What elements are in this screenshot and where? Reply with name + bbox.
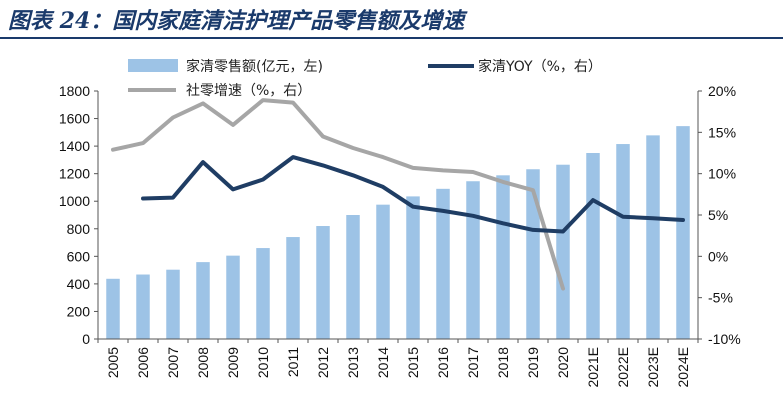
title-underline <box>0 37 783 39</box>
bar-2024E <box>676 126 690 339</box>
y-right-tick-label: 20% <box>708 83 736 99</box>
bar-2011 <box>286 237 300 339</box>
y-left-tick-label: 1600 <box>59 111 90 127</box>
bar-2008 <box>196 262 210 339</box>
y-right-tick-label: 15% <box>708 124 736 140</box>
x-tick-label: 2013 <box>345 347 361 378</box>
x-tick-label: 2010 <box>255 347 271 378</box>
y-right-tick-label: -10% <box>708 331 741 347</box>
bar-2014 <box>376 204 390 339</box>
x-tick-label: 2007 <box>165 347 181 378</box>
bar-2010 <box>256 248 270 339</box>
y-left-tick-label: 400 <box>67 276 91 292</box>
x-tick-label: 2014 <box>375 347 391 378</box>
y-right-tick-label: 10% <box>708 166 736 182</box>
y-left-tick-label: 800 <box>67 221 91 237</box>
x-tick-label: 2018 <box>495 347 511 378</box>
legend-label-bar: 家清零售额(亿元，左) <box>186 58 323 75</box>
legend-label-yoy: 家清YOY（%，右） <box>478 58 602 75</box>
bar-2022E <box>616 144 630 339</box>
chart-canvas: 家清零售额(亿元，左) 家清YOY（%，右） 社零增速（%，右） 0 200 400 600… <box>59 58 741 387</box>
y-right-tick-label: -5% <box>708 290 733 306</box>
bar-2017 <box>466 181 480 339</box>
bar-2016 <box>436 188 450 339</box>
bar-2015 <box>406 196 420 339</box>
x-tick-label: 2023E <box>645 347 661 387</box>
bar-2019 <box>526 169 540 339</box>
x-tick-label: 2019 <box>525 347 541 378</box>
bar-2018 <box>496 175 510 339</box>
bar-2009 <box>226 255 240 339</box>
x-tick-label: 2022E <box>615 347 631 387</box>
x-tick-label: 2006 <box>135 347 151 378</box>
y-right-tick-label: 0% <box>708 248 728 264</box>
legend-swatch-bar <box>128 59 178 72</box>
y-left-tick-label: 0 <box>82 331 90 347</box>
x-tick-label: 2020 <box>555 347 571 378</box>
x-tick-label: 2009 <box>225 347 241 378</box>
x-tick-label: 2005 <box>105 347 121 378</box>
x-tick-label: 2015 <box>405 347 421 378</box>
legend-label-retail: 社零增速（%，右） <box>186 83 311 99</box>
bar-2020 <box>556 164 570 339</box>
bar-2012 <box>316 226 330 339</box>
x-tick-label: 2016 <box>435 347 451 378</box>
line-retail-growth <box>111 98 565 291</box>
x-tick-label: 2012 <box>315 347 331 378</box>
bar-2021E <box>586 153 600 339</box>
y-left-tick-label: 1800 <box>59 83 90 99</box>
y-left-tick-label: 200 <box>67 303 91 319</box>
y-left-tick-label: 1400 <box>59 138 90 154</box>
bar-2007 <box>166 269 180 339</box>
y-left-tick-label: 1200 <box>59 166 90 182</box>
x-tick-label: 2017 <box>465 347 481 378</box>
x-tick-label: 2021E <box>585 347 601 387</box>
bar-2023E <box>646 135 660 339</box>
bar-2006 <box>136 274 150 339</box>
x-tick-label: 2011 <box>285 347 301 377</box>
x-tick-label: 2024E <box>675 347 691 387</box>
bar-2013 <box>346 215 360 339</box>
x-tick-label: 2008 <box>195 347 211 378</box>
y-right-tick-label: 5% <box>708 207 728 223</box>
bar-2005 <box>106 278 120 339</box>
y-left-tick-label: 600 <box>67 248 91 264</box>
line-household-yoy <box>141 155 685 234</box>
chart-title: 图表 24：国内家庭清洁护理产品零售额及增速 <box>8 8 465 34</box>
y-left-tick-label: 1000 <box>59 193 90 209</box>
